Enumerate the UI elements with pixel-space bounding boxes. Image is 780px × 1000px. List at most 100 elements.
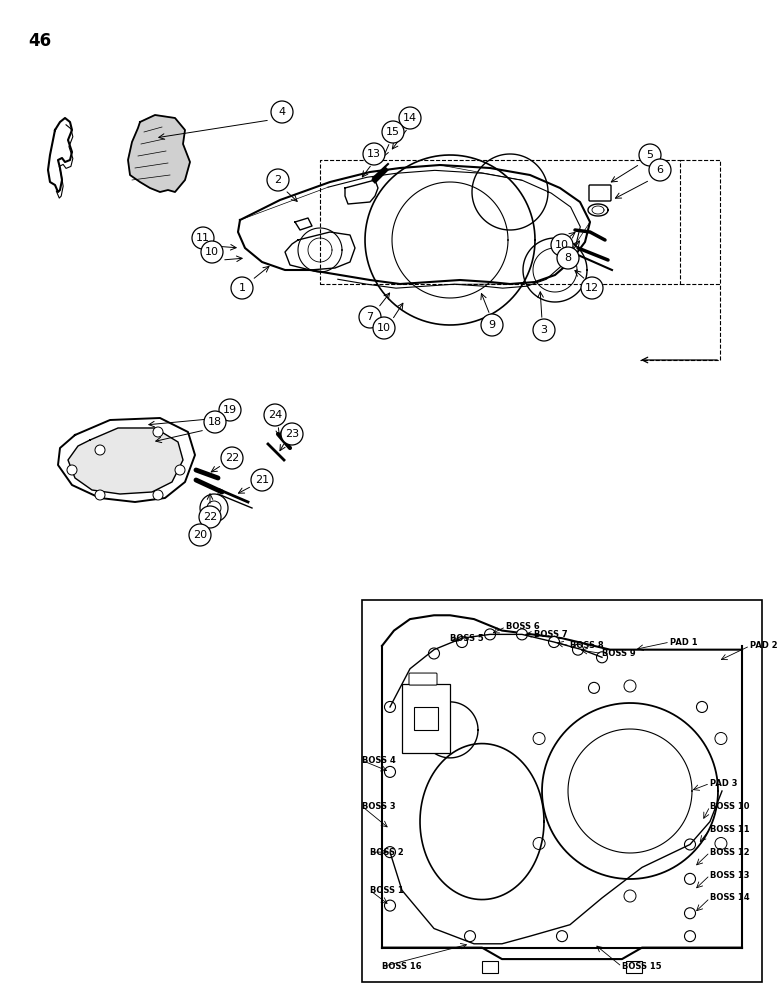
Circle shape [192, 227, 214, 249]
Text: 8: 8 [565, 253, 572, 263]
Text: 15: 15 [386, 127, 400, 137]
Circle shape [385, 766, 395, 777]
Circle shape [557, 247, 579, 269]
Text: 19: 19 [223, 405, 237, 415]
Text: 18: 18 [208, 417, 222, 427]
Circle shape [267, 169, 289, 191]
Text: 1: 1 [239, 283, 246, 293]
Circle shape [516, 629, 527, 640]
Circle shape [153, 490, 163, 500]
Bar [482, 961, 498, 973]
Circle shape [624, 890, 636, 902]
Text: 9: 9 [488, 320, 495, 330]
Circle shape [548, 637, 559, 648]
FancyBboxPatch shape [589, 185, 611, 201]
Text: BOSS 1: BOSS 1 [370, 886, 404, 895]
Circle shape [251, 469, 273, 491]
Circle shape [281, 423, 303, 445]
Text: 46: 46 [28, 32, 51, 50]
Text: 10: 10 [555, 240, 569, 250]
Bar [362, 600, 762, 982]
Circle shape [685, 931, 696, 942]
Circle shape [588, 682, 600, 693]
Text: 22: 22 [225, 453, 239, 463]
Polygon shape [68, 428, 183, 494]
Text: 3: 3 [541, 325, 548, 335]
Text: BOSS 3: BOSS 3 [362, 802, 395, 811]
Circle shape [465, 931, 476, 942]
Circle shape [639, 144, 661, 166]
Circle shape [597, 652, 608, 663]
Circle shape [649, 159, 671, 181]
Circle shape [204, 411, 226, 433]
Text: BOSS 12: BOSS 12 [710, 848, 750, 857]
Circle shape [219, 399, 241, 421]
Circle shape [685, 839, 696, 850]
Circle shape [715, 732, 727, 744]
Text: 24: 24 [268, 410, 282, 420]
Circle shape [359, 306, 381, 328]
Bar [402, 684, 450, 753]
Bar [414, 707, 438, 730]
Circle shape [382, 121, 404, 143]
Text: BOSS 15: BOSS 15 [622, 962, 661, 971]
Circle shape [399, 107, 421, 129]
Text: BOSS 14: BOSS 14 [710, 893, 750, 902]
Circle shape [385, 847, 395, 858]
FancyBboxPatch shape [409, 673, 437, 685]
Circle shape [231, 277, 253, 299]
Circle shape [201, 241, 223, 263]
Circle shape [533, 838, 545, 850]
Circle shape [484, 629, 495, 640]
Circle shape [221, 447, 243, 469]
Text: BOSS 11: BOSS 11 [710, 825, 750, 834]
Text: BOSS 9: BOSS 9 [602, 649, 636, 658]
Text: PAD 3: PAD 3 [710, 779, 738, 788]
Circle shape [207, 501, 221, 515]
Circle shape [685, 873, 696, 884]
Text: 6: 6 [657, 165, 664, 175]
Circle shape [556, 931, 568, 942]
Circle shape [685, 908, 696, 919]
Circle shape [67, 465, 77, 475]
Text: PAD 2: PAD 2 [750, 641, 778, 650]
Text: 13: 13 [367, 149, 381, 159]
Circle shape [264, 404, 286, 426]
Text: 4: 4 [278, 107, 285, 117]
Circle shape [551, 234, 573, 256]
Circle shape [624, 680, 636, 692]
Circle shape [385, 900, 395, 911]
Text: BOSS 7: BOSS 7 [534, 630, 568, 639]
Circle shape [385, 701, 395, 712]
Text: BOSS 8: BOSS 8 [570, 641, 604, 650]
Text: BOSS 16: BOSS 16 [382, 962, 422, 971]
Circle shape [199, 506, 221, 528]
Text: 21: 21 [255, 475, 269, 485]
Text: 11: 11 [196, 233, 210, 243]
Text: 10: 10 [377, 323, 391, 333]
Polygon shape [128, 115, 190, 192]
Text: 22: 22 [203, 512, 217, 522]
Text: BOSS 2: BOSS 2 [370, 848, 404, 857]
Circle shape [363, 143, 385, 165]
Text: 12: 12 [585, 283, 599, 293]
Circle shape [573, 644, 583, 655]
Text: BOSS 6: BOSS 6 [506, 622, 540, 631]
Circle shape [533, 319, 555, 341]
Circle shape [697, 701, 707, 712]
Circle shape [533, 732, 545, 744]
Text: 20: 20 [193, 530, 207, 540]
Text: BOSS 10: BOSS 10 [710, 802, 750, 811]
Text: 14: 14 [403, 113, 417, 123]
Text: BOSS 13: BOSS 13 [710, 871, 750, 880]
Circle shape [189, 524, 211, 546]
Circle shape [428, 648, 439, 659]
Circle shape [95, 445, 105, 455]
Circle shape [175, 465, 185, 475]
Text: BOSS 4: BOSS 4 [362, 756, 395, 765]
Circle shape [581, 277, 603, 299]
Text: 5: 5 [647, 150, 654, 160]
Text: BOSS 5: BOSS 5 [450, 634, 484, 643]
Circle shape [153, 427, 163, 437]
Circle shape [95, 490, 105, 500]
